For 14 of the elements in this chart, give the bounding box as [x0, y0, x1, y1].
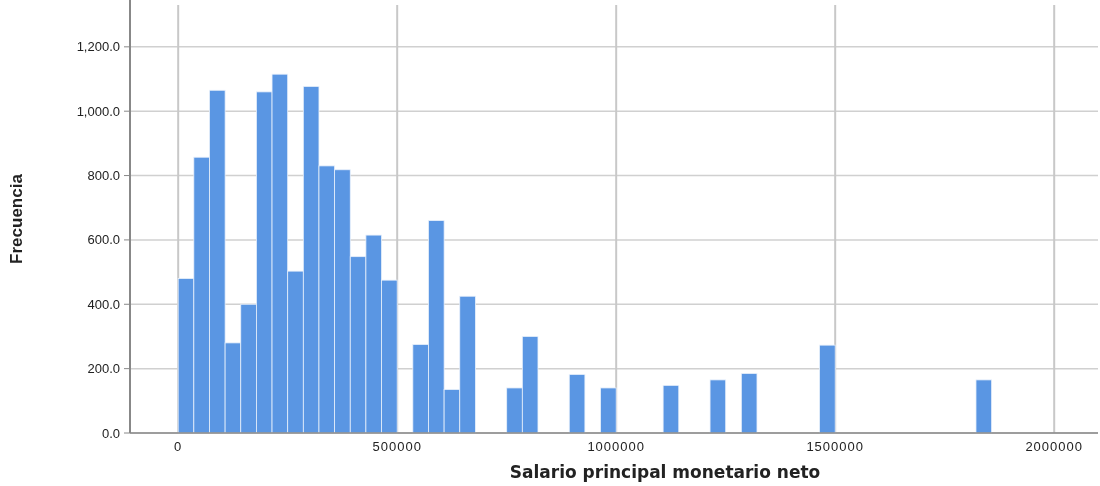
y-tick-label: 800.0 — [87, 168, 120, 184]
x-tick-label: 1000000 — [587, 439, 645, 454]
x-tick-label: 0 — [174, 439, 183, 454]
x-tick-label: 2000000 — [1025, 439, 1084, 454]
y-tick-label: 600.0 — [87, 232, 120, 248]
y-tick-label: 1,200.0 — [76, 39, 120, 55]
y-tick-label: 1,000.0 — [76, 103, 120, 119]
y-tick-label: 200.0 — [87, 361, 120, 377]
x-tick-label: 1500000 — [806, 439, 865, 454]
y-tick-label: 400.0 — [87, 296, 120, 312]
y-axis-title: Frecuencia — [7, 173, 26, 264]
x-axis-title: Salario principal monetario neto — [509, 462, 821, 482]
x-tick-label: 500000 — [372, 439, 422, 454]
y-tick-label: 0.0 — [101, 425, 120, 441]
